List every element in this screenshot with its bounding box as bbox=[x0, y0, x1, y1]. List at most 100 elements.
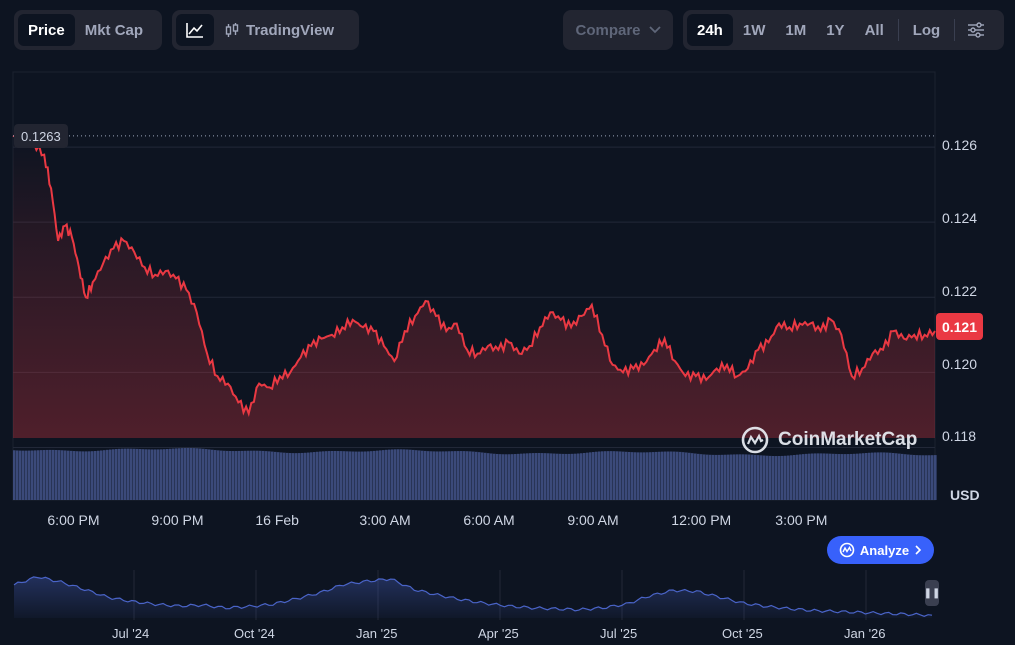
volume-bar bbox=[16, 450, 19, 500]
volume-bar bbox=[385, 449, 388, 500]
navigator-tick-label: Oct '24 bbox=[234, 626, 275, 641]
volume-bar bbox=[229, 451, 232, 500]
line-chart-button[interactable] bbox=[176, 14, 214, 46]
range-1y[interactable]: 1Y bbox=[826, 21, 845, 39]
volume-bar bbox=[262, 450, 265, 500]
volume-bar bbox=[61, 450, 64, 500]
volume-bar bbox=[628, 451, 631, 500]
volume-bar bbox=[739, 454, 742, 500]
volume-bar bbox=[289, 453, 292, 500]
volume-bar bbox=[571, 453, 574, 500]
x-tick-label: 12:00 PM bbox=[671, 512, 732, 528]
volume-bar bbox=[574, 453, 577, 500]
volume-bar bbox=[502, 454, 505, 500]
range-all[interactable]: All bbox=[864, 21, 884, 39]
volume-bar bbox=[349, 451, 352, 500]
volume-bar bbox=[226, 450, 229, 500]
volume-bar bbox=[301, 452, 304, 500]
volume-bar bbox=[757, 455, 760, 500]
compare-dropdown[interactable]: Compare bbox=[563, 10, 673, 50]
volume-bar bbox=[406, 449, 409, 500]
coinmarketcap-logo-icon bbox=[839, 542, 855, 558]
currency-label: USD bbox=[950, 487, 980, 503]
volume-bar bbox=[217, 450, 220, 500]
log-toggle[interactable]: Log bbox=[912, 21, 941, 39]
volume-bar bbox=[121, 448, 124, 500]
x-tick-label: 3:00 PM bbox=[775, 512, 828, 528]
x-tick-label: 16 Feb bbox=[255, 512, 299, 528]
volume-bar bbox=[388, 449, 391, 500]
volume-bar bbox=[835, 453, 838, 500]
volume-bar bbox=[703, 454, 706, 500]
volume-bar bbox=[580, 453, 583, 500]
volume-bar bbox=[142, 449, 145, 500]
mktcap-tab[interactable]: Mkt Cap bbox=[84, 21, 144, 39]
volume-bar bbox=[466, 451, 469, 500]
volume-bar bbox=[883, 452, 886, 500]
volume-bar bbox=[31, 450, 34, 500]
volume-bar bbox=[94, 450, 97, 500]
volume-bar bbox=[784, 455, 787, 500]
volume-bar bbox=[409, 449, 412, 500]
volume-bar bbox=[490, 453, 493, 500]
volume-bar bbox=[541, 453, 544, 500]
volume-bar bbox=[775, 456, 778, 500]
volume-bar bbox=[220, 450, 223, 500]
grip-icon: ❚❚ bbox=[923, 587, 941, 599]
volume-bar bbox=[772, 455, 775, 500]
volume-bar bbox=[841, 454, 844, 500]
volume-bar bbox=[100, 450, 103, 500]
analyze-button[interactable]: Analyze bbox=[827, 536, 934, 564]
range-24h[interactable]: 24h bbox=[687, 14, 733, 46]
navigator-handle[interactable]: ❚❚ bbox=[923, 580, 941, 606]
volume-bar bbox=[316, 451, 319, 500]
volume-bar bbox=[721, 454, 724, 500]
volume-bar bbox=[40, 450, 43, 500]
volume-bar bbox=[412, 449, 415, 500]
y-tick-label: 0.122 bbox=[942, 283, 978, 299]
volume-bar bbox=[844, 454, 847, 500]
volume-bar bbox=[334, 450, 337, 500]
price-tab[interactable]: Price bbox=[18, 14, 75, 46]
volume-bar bbox=[355, 451, 358, 500]
volume-bar bbox=[187, 447, 190, 500]
volume-bar bbox=[688, 452, 691, 500]
volume-bar bbox=[868, 452, 871, 500]
volume-bar bbox=[673, 451, 676, 500]
volume-bar bbox=[13, 450, 16, 500]
volume-bar bbox=[829, 453, 832, 500]
volume-bar bbox=[583, 452, 586, 500]
volume-bar bbox=[793, 455, 796, 500]
volume-bar bbox=[91, 451, 94, 500]
range-1w[interactable]: 1W bbox=[742, 21, 766, 39]
settings-button[interactable] bbox=[959, 14, 993, 46]
volume-bar bbox=[595, 451, 598, 500]
volume-bar bbox=[403, 449, 406, 500]
volume-bar bbox=[820, 453, 823, 500]
volume-bar bbox=[250, 450, 253, 500]
volume-bar bbox=[115, 449, 118, 500]
range-1m[interactable]: 1M bbox=[785, 21, 807, 39]
volume-bar bbox=[199, 448, 202, 500]
volume-bar bbox=[928, 455, 931, 500]
volume-bar bbox=[133, 448, 136, 500]
volume-bar bbox=[664, 451, 667, 500]
volume-bar bbox=[19, 450, 22, 500]
tradingview-button[interactable]: TradingView bbox=[214, 14, 344, 46]
volume-bar bbox=[169, 448, 172, 500]
volume-bar bbox=[391, 449, 394, 500]
volume-bar bbox=[448, 451, 451, 500]
volume-bar bbox=[28, 450, 31, 500]
navigator-line bbox=[13, 576, 933, 617]
navigator-tick-label: Jul '24 bbox=[112, 626, 150, 641]
volume-bar bbox=[748, 454, 751, 500]
volume-bar bbox=[895, 453, 898, 500]
volume-bar bbox=[130, 448, 133, 500]
volume-bar bbox=[205, 449, 208, 500]
volume-bar bbox=[811, 453, 814, 500]
volume-bar bbox=[742, 454, 745, 500]
volume-bar bbox=[823, 453, 826, 500]
navigator-area bbox=[14, 576, 932, 618]
volume-bar bbox=[910, 454, 913, 500]
